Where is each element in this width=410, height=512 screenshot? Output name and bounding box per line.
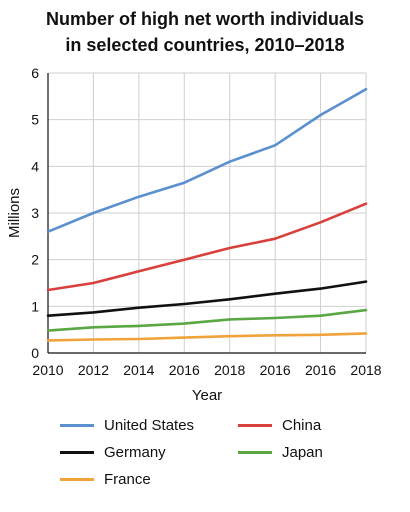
legend-label-france: France <box>104 470 151 488</box>
y-tick-label: 0 <box>31 345 39 361</box>
x-tick-label: 2018 <box>350 362 381 378</box>
y-axis-title: Millions <box>6 188 23 238</box>
series-line-united-states <box>46 88 368 233</box>
series-line-japan <box>46 308 368 332</box>
y-tick-label: 5 <box>31 112 39 128</box>
legend-label-united-states: United States <box>104 416 195 434</box>
legend-swatch-china <box>238 423 272 427</box>
chart-title: Number of high net worth individuals in … <box>0 6 410 58</box>
chart-title-line-1: Number of high net worth individuals <box>46 9 364 29</box>
legend-swatch-japan <box>238 450 272 454</box>
series-line-germany <box>46 280 368 318</box>
legend-label-china: China <box>282 416 322 434</box>
legend-swatch-united-states <box>60 423 94 427</box>
legend-label-japan: Japan <box>282 443 323 461</box>
axis-layer <box>47 73 366 354</box>
x-tick-label: 2014 <box>123 362 154 378</box>
y-tick-label: 1 <box>31 298 39 314</box>
grid-layer <box>48 72 367 353</box>
legend-item-germany: Germany <box>60 441 166 463</box>
y-tick-label: 2 <box>31 252 39 268</box>
legend-swatch-france <box>60 477 94 481</box>
legend-swatch-germany <box>60 450 94 454</box>
x-axis-title: Year <box>192 387 222 404</box>
y-tick-label: 4 <box>31 158 39 174</box>
chart-title-line-2: in selected countries, 2010–2018 <box>65 35 345 55</box>
label-layer: 0 1 2 3 4 5 6 2010 2012 2014 2016 2018 2016 2016 2018 Y… <box>6 65 382 404</box>
x-tick-label: 2016 <box>260 362 291 378</box>
series-line-france <box>46 332 368 342</box>
series-layer <box>46 88 368 342</box>
x-tick-label: 2016 <box>305 362 336 378</box>
x-tick-label: 2018 <box>214 362 245 378</box>
legend-item-france: France <box>60 468 151 490</box>
y-tick-label: 3 <box>31 205 39 221</box>
x-tick-label: 2010 <box>32 362 63 378</box>
legend-item-japan: Japan <box>238 441 323 463</box>
y-tick-label: 6 <box>31 65 39 81</box>
legend-item-united-states: United States <box>60 414 194 436</box>
legend-label-germany: Germany <box>104 443 166 461</box>
x-tick-label: 2012 <box>78 362 109 378</box>
series-line-china <box>46 202 368 292</box>
legend-item-china: China <box>238 414 321 436</box>
x-tick-label: 2016 <box>169 362 200 378</box>
